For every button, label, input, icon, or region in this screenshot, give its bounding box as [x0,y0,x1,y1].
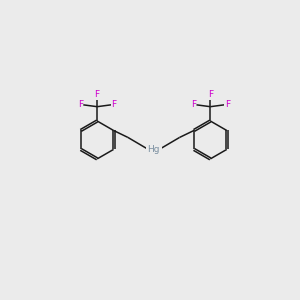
Text: F: F [191,100,196,109]
Text: F: F [94,90,100,99]
Text: Hg: Hg [148,145,160,154]
Text: F: F [112,100,117,109]
Text: F: F [225,100,230,109]
Text: F: F [78,100,83,109]
Text: F: F [208,90,213,99]
